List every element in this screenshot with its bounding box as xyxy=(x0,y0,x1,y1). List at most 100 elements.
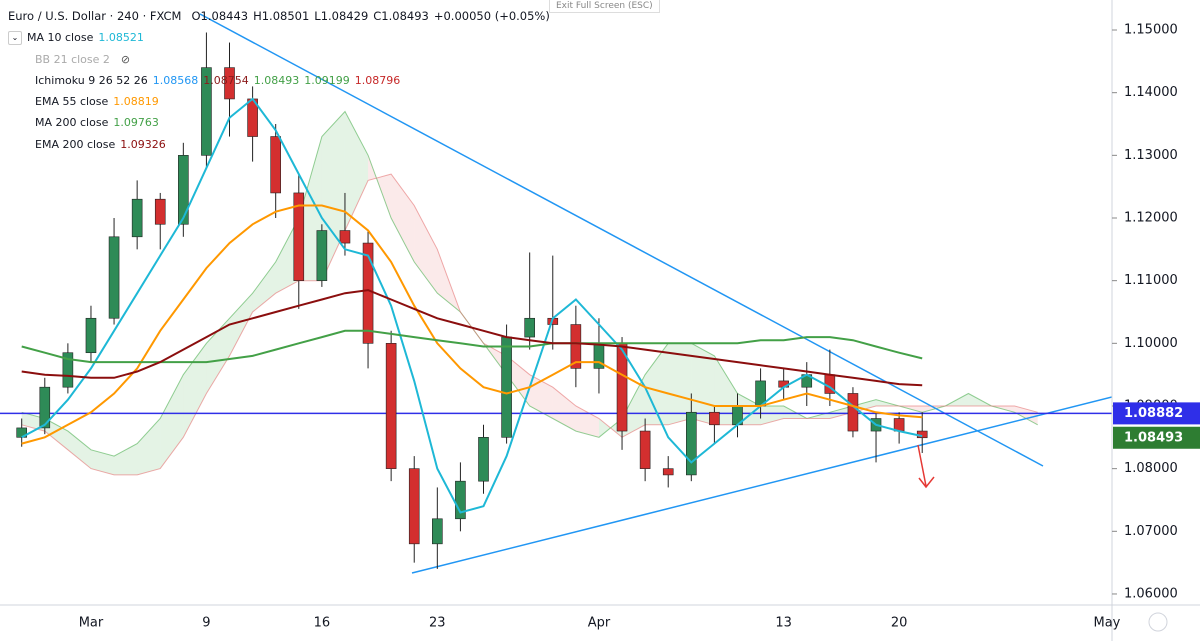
cloud-fill xyxy=(229,293,253,356)
cloud-fill xyxy=(622,374,646,438)
cloud-fill xyxy=(114,443,138,475)
x-tick-label: 13 xyxy=(775,616,792,631)
candle-body xyxy=(570,324,582,369)
legend-value: 1.08493 xyxy=(253,73,300,87)
candle-body xyxy=(293,192,305,281)
indicator-line xyxy=(21,204,923,445)
candle-body xyxy=(709,411,720,426)
legend-row: ⌄ MA 10 close 1.08521 xyxy=(8,27,555,48)
x-tick-label: 23 xyxy=(429,616,446,631)
cloud-fill xyxy=(529,374,553,419)
plot-area xyxy=(0,13,1112,574)
cloud-fill xyxy=(160,374,184,469)
cloud-fill xyxy=(275,218,299,294)
legend-row: EMA 200 close 1.09326 xyxy=(8,134,555,155)
cloud-fill xyxy=(183,343,207,438)
candle-body xyxy=(501,336,512,438)
legend-row: EMA 55 close 1.08819 xyxy=(8,91,555,112)
y-tick-label: 1.08000 xyxy=(1124,461,1178,476)
collapse-button[interactable]: ⌄ xyxy=(8,31,22,46)
ichimoku-cloud xyxy=(21,110,1038,476)
candle-body xyxy=(339,230,351,244)
cloud-fill xyxy=(714,355,738,425)
legend-value: 1.08754 xyxy=(203,73,249,87)
cloud-fill xyxy=(506,355,530,406)
cloud-span-b xyxy=(21,173,1038,476)
indicator-line xyxy=(21,97,923,514)
candle-body xyxy=(201,67,212,156)
candle-body xyxy=(39,386,51,429)
y-tick-label: 1.12000 xyxy=(1124,211,1178,226)
candle-body xyxy=(662,468,674,476)
hidden-icon[interactable]: ⊘ xyxy=(120,52,131,66)
candle-body xyxy=(686,411,697,476)
y-tick-label: 1.10000 xyxy=(1124,336,1178,351)
cloud-fill xyxy=(137,418,161,475)
candle-body xyxy=(131,198,143,238)
y-tick-label: 1.07000 xyxy=(1124,524,1178,539)
indicator-line xyxy=(21,329,923,364)
cloud-fill xyxy=(252,261,276,312)
legend-row: Ichimoku 9 26 52 26 1.08568 1.08754 1.08493… xyxy=(8,70,555,91)
cloud-fill xyxy=(206,318,230,394)
cloud-fill xyxy=(668,343,692,425)
candle-body xyxy=(178,155,189,225)
x-tick-label: 16 xyxy=(314,616,331,631)
price-tag-label: 1.08493 xyxy=(1124,430,1183,445)
cloud-fill xyxy=(575,405,599,438)
cloud-fill xyxy=(344,111,369,231)
candle-body xyxy=(270,136,281,194)
legend-name: BB 21 close 2 xyxy=(35,52,110,66)
fullscreen-hint[interactable]: Exit Full Screen (ESC) xyxy=(549,0,660,13)
legend: Euro / U.S. Dollar · 240 · FXCM O1.08443 H… xyxy=(8,6,555,155)
x-tick-label: 9 xyxy=(202,616,210,631)
legend-value: 1.08568 xyxy=(152,73,199,87)
candle-body xyxy=(108,236,120,319)
candle-body xyxy=(478,437,489,482)
cloud-fill xyxy=(391,174,415,262)
cloud-fill xyxy=(852,399,877,413)
legend-value: 1.08796 xyxy=(354,73,401,87)
legend-row: BB 21 close 2 ⊘ xyxy=(8,49,555,70)
cloud-fill xyxy=(829,405,853,419)
candle-body xyxy=(432,518,443,545)
legend-value: 1.09326 xyxy=(120,137,166,151)
cloud-fill xyxy=(414,205,438,294)
cloud-fill xyxy=(90,449,115,475)
cloud-fill xyxy=(645,343,669,425)
candle-body xyxy=(639,430,651,469)
cloud-fill xyxy=(552,387,576,432)
y-tick-label: 1.06000 xyxy=(1124,586,1178,601)
x-tick-label: Mar xyxy=(79,616,104,631)
candle-body xyxy=(524,317,535,338)
ohlc-value: L1.08429 xyxy=(314,9,369,23)
trend-line xyxy=(199,13,1044,467)
candle-body xyxy=(455,480,466,520)
candle-body xyxy=(85,317,97,354)
candle-body xyxy=(62,352,74,388)
cloud-fill xyxy=(321,111,345,281)
candle-body xyxy=(224,67,235,100)
legend-value: 1.08819 xyxy=(113,95,159,109)
ohlc-value: H1.08501 xyxy=(253,9,310,23)
legend-value: 1.09199 xyxy=(304,73,350,87)
price-tag xyxy=(1113,426,1200,449)
auto-scale-button[interactable] xyxy=(1148,612,1168,632)
indicator-line xyxy=(21,289,923,387)
candle-body xyxy=(385,343,397,469)
candle-body xyxy=(362,242,374,344)
x-tick-label: May xyxy=(1093,616,1120,631)
candle-body xyxy=(408,468,420,545)
candle-body xyxy=(316,230,328,281)
legend-name: MA 200 close xyxy=(35,116,109,130)
legend-name: Ichimoku 9 26 52 26 xyxy=(35,73,148,87)
trend-line xyxy=(411,396,1112,574)
x-tick-label: Apr xyxy=(588,616,611,631)
x-tick-label: 20 xyxy=(891,616,908,631)
legend-header: Euro / U.S. Dollar · 240 · FXCM O1.08443 H… xyxy=(8,6,555,27)
cloud-fill xyxy=(44,418,68,450)
down-arrow xyxy=(917,444,935,489)
candle-body xyxy=(16,427,28,438)
ohlc-value: C1.08493 xyxy=(373,9,429,23)
